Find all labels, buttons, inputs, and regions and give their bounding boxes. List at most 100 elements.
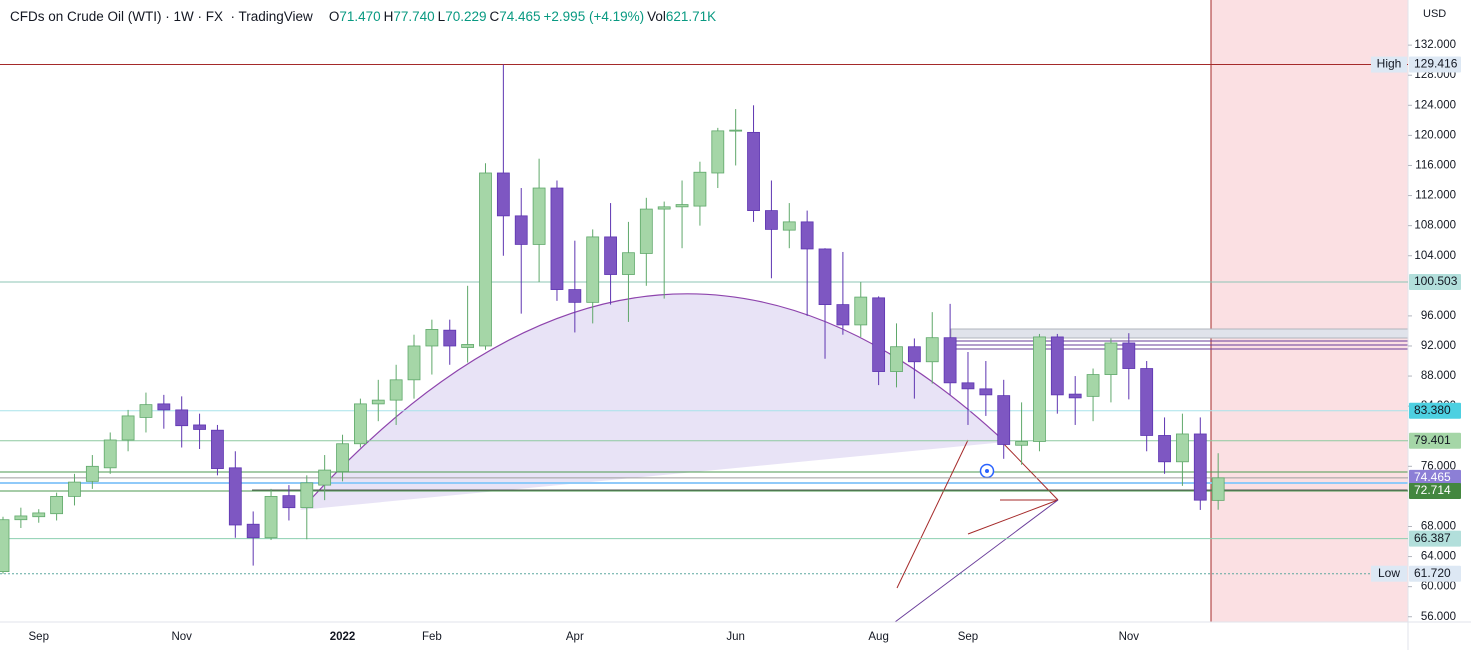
price-label: 129.416 [1414,57,1458,71]
candle-body [193,424,206,430]
candle-body [353,403,367,445]
candle-body [747,131,760,211]
candle-body [211,429,224,469]
y-tick-label: 104.000 [1414,250,1456,262]
y-tick-label: 120.000 [1414,129,1456,141]
candle-body [997,395,1011,445]
y-tick-label: 76.000 [1421,460,1456,472]
candle-body [1015,441,1028,446]
price-label-box [1409,274,1461,291]
symbol-title: CFDs on Crude Oil (WTI) · 1W · FX · Trad… [10,9,313,24]
candle-body [1068,393,1082,399]
trend-line [896,439,969,589]
candle-body [0,519,10,573]
candle-body [1050,336,1064,396]
candle-body [50,495,64,515]
candle-body [890,346,903,372]
legend-key: O [328,9,340,24]
candle-body [800,221,814,250]
candle-body [782,221,796,231]
price-label-box [1409,469,1461,486]
x-tick-label: Sep [29,631,49,643]
legend-change: +2.995 (+4.19%) [543,9,645,24]
x-tick-label: 2022 [330,631,356,643]
candle-body [907,346,921,363]
candle-body [622,252,635,275]
candle-body [925,337,939,363]
candle-body [425,329,439,347]
candle-body [1176,433,1189,463]
candle-body [371,399,385,405]
candle-body [836,304,850,326]
candle-body [103,439,117,469]
shaded-region [1211,0,1408,622]
candle-body [1158,435,1171,463]
candle-body [854,296,868,326]
candle-body [711,130,725,174]
legend-key: H [383,9,394,24]
candle-body [818,248,832,306]
candle-body [461,344,475,348]
candle-body [389,379,403,401]
price-label: 83.380 [1414,403,1451,417]
candle-body [68,481,81,497]
candle-body [550,187,564,290]
candle-body [85,465,99,482]
legend-key: L [437,9,446,24]
legend-key: Vol [647,9,666,24]
currency-label: USD [1423,8,1446,20]
x-tick-label: Feb [422,631,442,643]
x-tick-label: Aug [868,631,888,643]
y-tick-label: 112.000 [1415,190,1456,202]
candle-body [532,187,546,245]
y-tick-label: 68.000 [1421,521,1456,533]
y-tick-label: 60.000 [1421,581,1456,593]
candle-body [1211,477,1225,501]
price-label: 66.387 [1414,531,1451,545]
y-tick-label: 56.000 [1421,611,1456,623]
price-tag: Low [1378,566,1400,580]
candle-body [1193,433,1207,501]
arc [309,293,1006,501]
candle-body [675,204,689,208]
candle-body [318,469,332,486]
x-tick-label: Jun [726,631,745,643]
x-tick-label: Nov [1119,631,1140,643]
candle-body [657,206,671,210]
candle-body [443,329,457,347]
x-tick-label: Nov [171,631,192,643]
y-tick-label: 124.000 [1414,99,1456,111]
candle-body [32,512,46,518]
candle-body [514,215,528,245]
trend-line [894,499,1059,623]
candle-body [568,289,582,303]
candle-body [407,345,421,381]
candle-body [246,523,260,539]
legend-value: 70.229 [445,9,487,24]
candle-body [336,443,349,472]
price-tag: High [1377,57,1402,71]
candle-body [693,171,707,207]
candle-body [496,172,510,217]
y-tick-label: 132.000 [1414,39,1456,51]
y-tick-label: 96.000 [1421,310,1456,322]
candle-body [639,208,653,254]
candle-body [1104,342,1118,375]
candle-body [121,415,135,441]
marker-icon-dot [985,469,989,473]
candle-body [961,382,975,390]
price-label-box [1409,565,1461,582]
price-label: 61.720 [1414,566,1451,580]
price-label-box [1409,530,1461,547]
candle-body [765,210,778,230]
price-label-box [1409,432,1461,449]
legend-value: 77.740 [393,9,435,24]
candle-body [1086,374,1100,397]
candle-body [872,297,886,372]
trend-line [999,439,1059,501]
candle-body [282,495,296,509]
tag-box [1371,56,1407,73]
candle-body [300,482,314,509]
